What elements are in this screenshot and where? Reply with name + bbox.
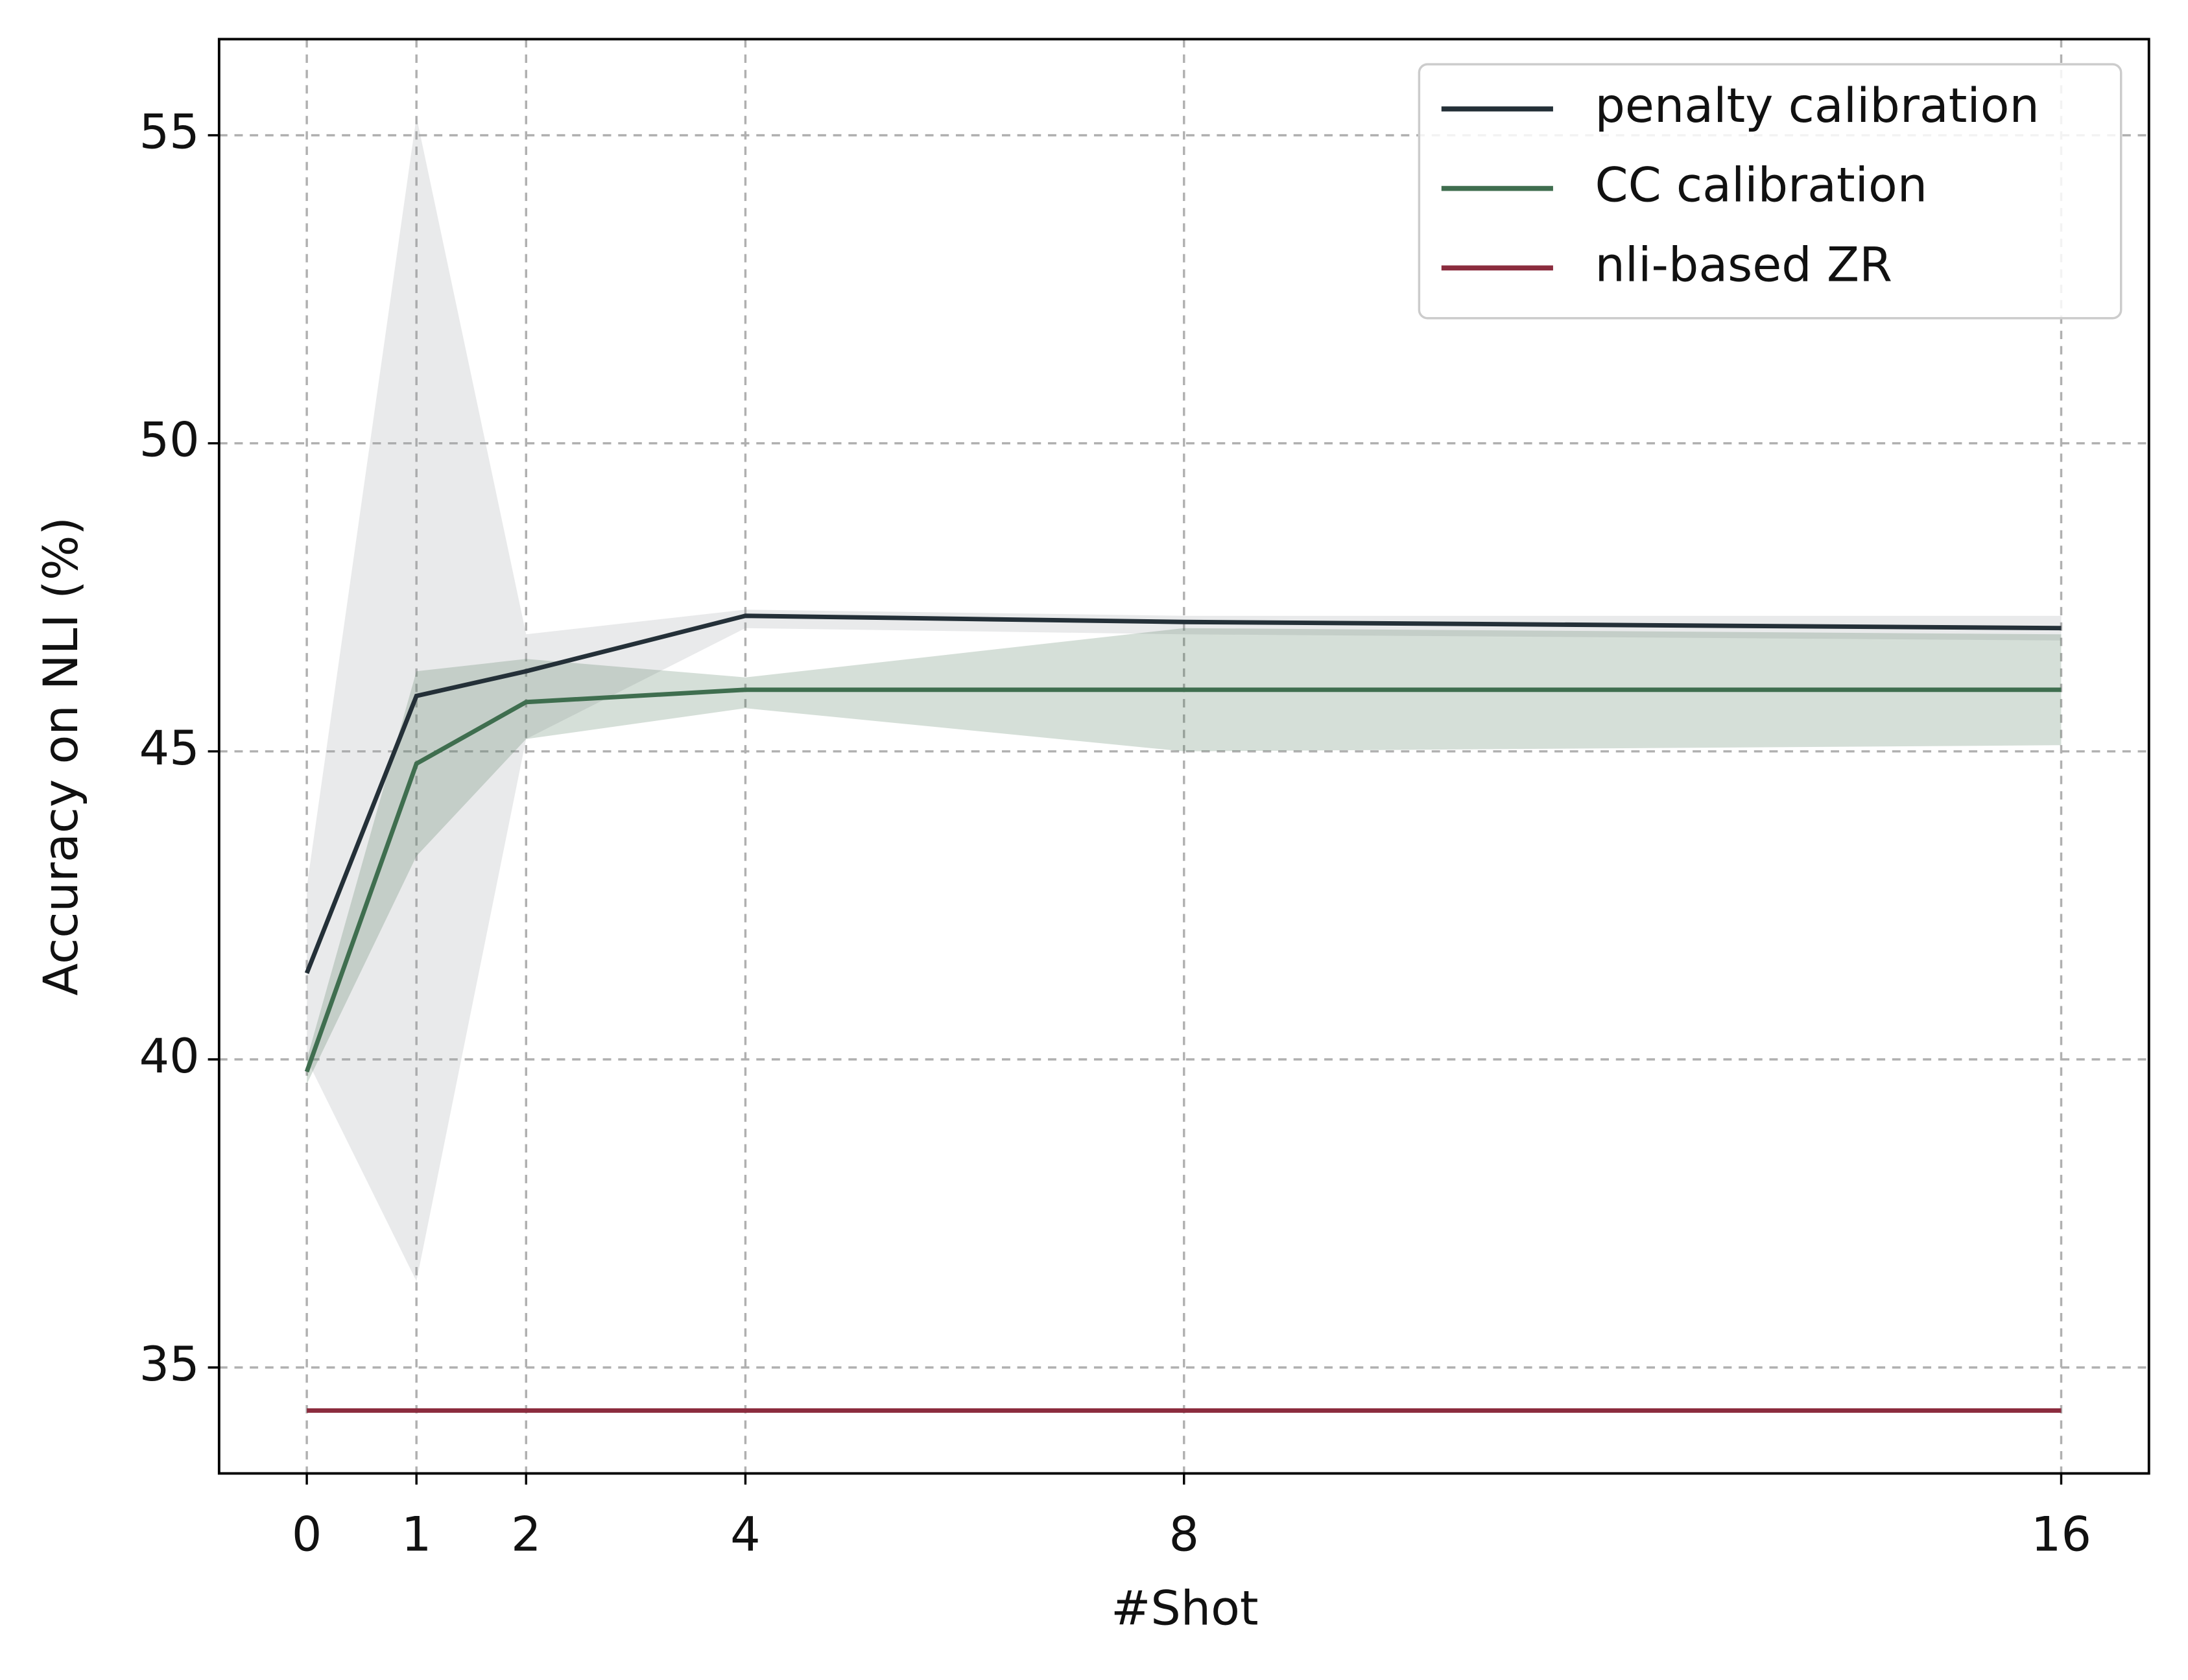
- x-axis-label: #Shot: [1111, 1581, 1259, 1636]
- legend-label: nli-based ZR: [1595, 237, 1892, 292]
- legend-label: CC calibration: [1595, 158, 1927, 213]
- series-line: [304, 613, 2062, 975]
- axes-frame: [217, 38, 2150, 1475]
- y-tick-label: 50: [139, 413, 200, 468]
- x-tick-label: 2: [511, 1507, 541, 1562]
- y-tick-label: 35: [139, 1337, 200, 1392]
- legend-label: penalty calibration: [1595, 78, 2039, 134]
- x-tick-label: 4: [730, 1507, 761, 1562]
- y-tick-label: 55: [139, 105, 200, 160]
- confidence-band: [307, 628, 2062, 1084]
- x-tick-label: 0: [292, 1507, 322, 1562]
- x-tick-label: 8: [1169, 1507, 1200, 1562]
- series-line: [304, 687, 2062, 1073]
- x-tick-label: 16: [2031, 1507, 2091, 1562]
- legend-box: [1418, 63, 2123, 320]
- x-tick-label: 1: [401, 1507, 432, 1562]
- y-axis-label: Accuracy on NLI (%): [34, 517, 89, 996]
- y-tick-label: 45: [139, 721, 200, 776]
- y-tick-label: 40: [139, 1029, 200, 1084]
